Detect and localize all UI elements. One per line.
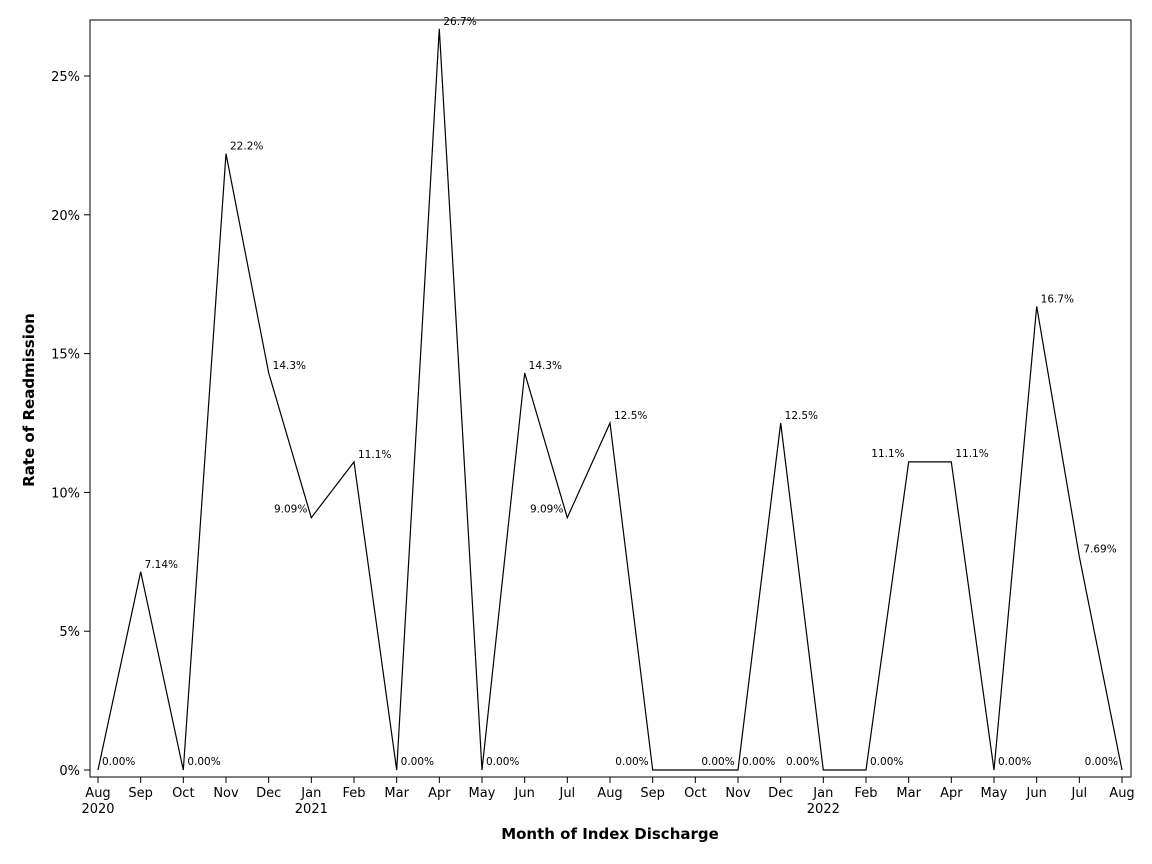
- x-tick-label: Mar: [896, 786, 921, 801]
- data-label: 12.5%: [785, 410, 818, 422]
- data-label: 0.00%: [486, 756, 519, 768]
- y-tick-label: 20%: [51, 209, 80, 224]
- y-tick-label: 10%: [51, 486, 80, 501]
- y-tick-label: 25%: [51, 70, 80, 85]
- data-label: 9.09%: [274, 504, 307, 516]
- data-label: 0.00%: [998, 756, 1031, 768]
- x-axis-title: Month of Index Discharge: [501, 825, 719, 843]
- x-tick-label: Jan: [812, 786, 833, 801]
- data-label: 12.5%: [614, 410, 647, 422]
- x-tick-label: Jun: [1026, 786, 1047, 801]
- x-tick-label: Feb: [342, 786, 365, 801]
- plot-frame: [89, 19, 1132, 778]
- x-year-label: 2021: [295, 802, 328, 817]
- x-year-label: 2020: [81, 802, 114, 817]
- data-label: 0.00%: [401, 756, 434, 768]
- x-tick-label: Apr: [940, 786, 963, 801]
- x-tick-label: Jul: [1070, 786, 1087, 801]
- x-tick-label: Sep: [128, 786, 153, 801]
- x-tick-label: Dec: [256, 786, 281, 801]
- x-tick-label: Dec: [768, 786, 793, 801]
- x-year-label: 2022: [807, 802, 840, 817]
- x-tick-label: Mar: [384, 786, 409, 801]
- y-tick-label: 5%: [59, 625, 80, 640]
- x-tick-label: Aug: [85, 786, 110, 801]
- y-axis: 0% 5% 10% 15% 20% 25%: [51, 70, 90, 779]
- data-label: 14.3%: [273, 360, 306, 372]
- y-tick-label: 0%: [59, 764, 80, 779]
- data-label: 0.00%: [742, 756, 775, 768]
- data-label: 22.2%: [230, 141, 263, 153]
- x-tick-label: Sep: [640, 786, 665, 801]
- x-tick-label: Nov: [213, 786, 239, 801]
- x-tick-label: Nov: [725, 786, 751, 801]
- x-tick-label: Feb: [854, 786, 877, 801]
- series-line: [97, 28, 1123, 771]
- data-label: 26.7%: [443, 16, 476, 28]
- data-label: 11.1%: [955, 448, 988, 460]
- data-label: 11.1%: [871, 448, 904, 460]
- data-label: 11.1%: [358, 449, 391, 461]
- x-tick-label: May: [981, 786, 1008, 801]
- data-label: 0.00%: [187, 756, 220, 768]
- x-tick-label: Oct: [172, 786, 194, 801]
- data-label: 0.00%: [786, 756, 819, 768]
- data-labels: 0.00% 7.14% 0.00% 22.2% 14.3% 9.09% 11.1% 0.00%…: [102, 16, 1118, 768]
- data-label: 0.00%: [615, 756, 648, 768]
- data-label: 7.14%: [145, 559, 178, 571]
- x-tick-label: Aug: [597, 786, 622, 801]
- data-label: 16.7%: [1041, 293, 1074, 305]
- y-tick-label: 15%: [51, 348, 80, 363]
- x-tick-label: Apr: [428, 786, 451, 801]
- y-axis-title: Rate of Readmission: [20, 313, 38, 487]
- data-label: 0.00%: [1085, 756, 1118, 768]
- data-label: 14.3%: [529, 360, 562, 372]
- x-tick-label: May: [469, 786, 496, 801]
- data-label: 7.69%: [1083, 544, 1116, 556]
- x-tick-label: Aug: [1109, 786, 1134, 801]
- data-label: 0.00%: [102, 756, 135, 768]
- x-tick-label: Oct: [684, 786, 706, 801]
- data-label: 0.00%: [870, 756, 903, 768]
- x-tick-label: Jul: [558, 786, 575, 801]
- x-tick-label: Jun: [514, 786, 535, 801]
- data-label: 9.09%: [530, 504, 563, 516]
- data-label: 0.00%: [701, 756, 734, 768]
- x-tick-label: Jan: [300, 786, 321, 801]
